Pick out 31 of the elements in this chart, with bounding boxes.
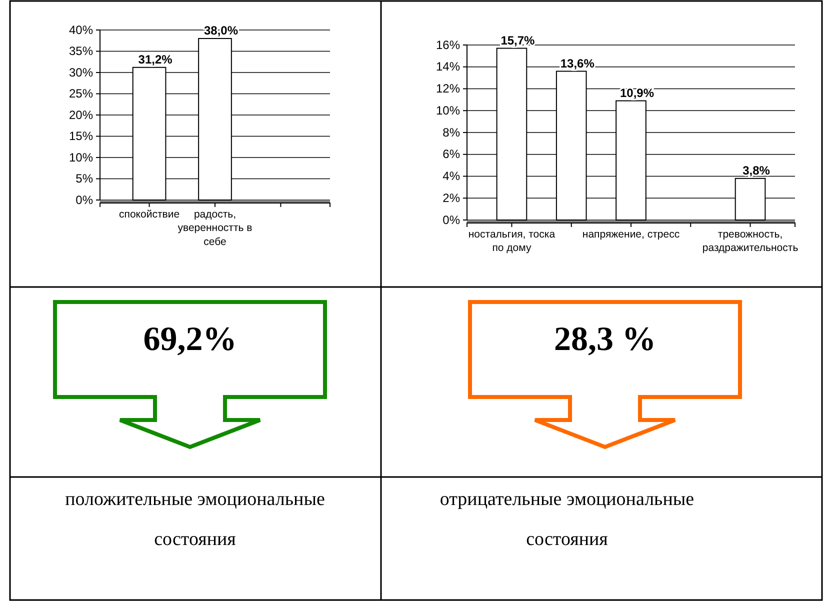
y-tick-label: 30% xyxy=(68,65,94,80)
y-tick-label: 5% xyxy=(76,172,94,186)
y-tick-label: 40% xyxy=(68,22,94,37)
y-tick-label: 16% xyxy=(436,38,460,52)
text: 69,2% xyxy=(143,321,237,358)
x-tick-label: радость, уверенностть в себе xyxy=(178,208,253,248)
y-tick-label: 25% xyxy=(68,86,94,101)
data-label: 15,7% xyxy=(500,33,536,48)
y-tick-label: 10% xyxy=(68,150,94,164)
y-tick-label: 20% xyxy=(68,108,94,122)
text: отрицательные эмоциональные состояния xyxy=(438,488,696,552)
text: положительные эмоциональные состояния xyxy=(64,488,326,552)
y-tick-label: 35% xyxy=(68,44,94,58)
data-label: 3,8% xyxy=(742,163,770,178)
y-tick-label: 10% xyxy=(436,103,460,118)
x-tick-label: напряжение, стресс xyxy=(582,228,680,240)
x-tick-label: тревожность, раздражительность xyxy=(702,228,799,254)
y-tick-label: 0% xyxy=(442,212,460,227)
y-tick-label: 0% xyxy=(76,192,94,207)
y-tick-label: 14% xyxy=(436,60,460,74)
y-tick-label: 2% xyxy=(442,190,460,205)
x-tick-label: ностальгия, тоска по дому xyxy=(468,228,556,254)
y-tick-label: 6% xyxy=(442,147,460,162)
y-tick-label: 15% xyxy=(68,129,94,144)
y-tick-label: 12% xyxy=(436,82,460,96)
x-tick-label: спокойствие xyxy=(119,208,180,220)
data-label: 31,2% xyxy=(138,52,173,66)
data-label: 10,9% xyxy=(620,86,654,100)
y-tick-label: 8% xyxy=(442,125,460,140)
text: 28,3 % xyxy=(554,321,656,358)
y-tick-label: 4% xyxy=(442,169,460,184)
